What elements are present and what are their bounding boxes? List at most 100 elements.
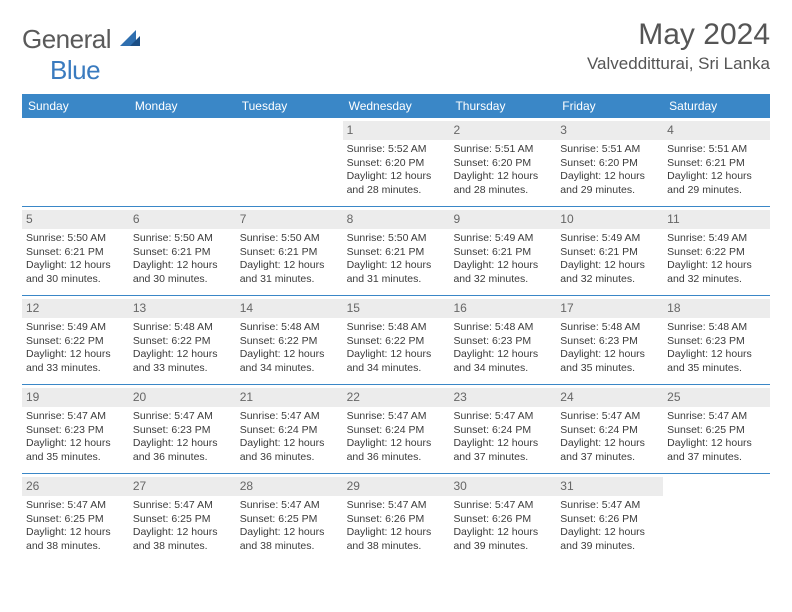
day-number: 13 [133,301,146,315]
sunset-text: Sunset: 6:21 PM [133,246,232,259]
brand-part1: General [22,24,111,54]
day-number: 16 [453,301,466,315]
calendar-day [663,474,770,562]
day-number: 30 [453,479,466,493]
calendar-day: 14Sunrise: 5:48 AMSunset: 6:22 PMDayligh… [236,296,343,384]
day-number-bar: 4 [663,121,770,140]
calendar-day: 15Sunrise: 5:48 AMSunset: 6:22 PMDayligh… [343,296,450,384]
weekday-header: Friday [556,94,663,118]
sunrise-text: Sunrise: 5:47 AM [560,499,659,512]
day-number: 29 [347,479,360,493]
sunset-text: Sunset: 6:26 PM [453,513,552,526]
daylight-text: Daylight: 12 hours and 39 minutes. [560,526,659,553]
day-number: 18 [667,301,680,315]
daylight-text: Daylight: 12 hours and 36 minutes. [133,437,232,464]
calendar-day: 23 Sunrise: 5:47 AMSunset: 6:24 PMDayligh… [449,385,556,473]
daylight-text: Daylight: 12 hours and 30 minutes. [26,259,125,286]
day-number-bar: 13 [129,299,236,318]
calendar-day: 7Sunrise: 5:50 AMSunset: 6:21 PMDaylight… [236,207,343,295]
sunrise-text: Sunrise: 5:50 AM [347,232,446,245]
day-number: 20 [133,390,146,404]
sunset-text: Sunset: 6:21 PM [453,246,552,259]
sunset-text: Sunset: 6:25 PM [667,424,766,437]
daylight-text: Daylight: 12 hours and 30 minutes. [133,259,232,286]
daylight-text: Daylight: 12 hours and 32 minutes. [453,259,552,286]
day-number-bar: 5 [22,210,129,229]
sunset-text: Sunset: 6:20 PM [453,157,552,170]
day-number-bar: 29 [343,477,450,496]
day-number: 24 [560,390,573,404]
sunset-text: Sunset: 6:23 PM [26,424,125,437]
daylight-text: Daylight: 12 hours and 29 minutes. [560,170,659,197]
day-number-bar: 16 [449,299,556,318]
sunset-text: Sunset: 6:25 PM [133,513,232,526]
sunrise-text: Sunrise: 5:50 AM [133,232,232,245]
calendar-week: 19Sunrise: 5:47 AMSunset: 6:23 PMDayligh… [22,385,770,474]
calendar-day: 27Sunrise: 5:47 AMSunset: 6:25 PMDayligh… [129,474,236,562]
day-number-bar: 21 [236,388,343,407]
day-number-bar: 9 [449,210,556,229]
sail-icon [120,24,142,55]
day-number-bar: 15 [343,299,450,318]
daylight-text: Daylight: 12 hours and 28 minutes. [347,170,446,197]
day-number: 3 [560,123,567,137]
sunset-text: Sunset: 6:22 PM [667,246,766,259]
day-number-bar: 8 [343,210,450,229]
month-title: May 2024 [587,18,770,52]
calendar-day: 4Sunrise: 5:51 AMSunset: 6:21 PMDaylight… [663,118,770,206]
calendar-day: 30 Sunrise: 5:47 AMSunset: 6:26 PMDayligh… [449,474,556,562]
calendar-day: 10Sunrise: 5:49 AMSunset: 6:21 PMDayligh… [556,207,663,295]
sunset-text: Sunset: 6:22 PM [133,335,232,348]
sunset-text: Sunset: 6:23 PM [560,335,659,348]
sunrise-text: Sunrise: 5:49 AM [26,321,125,334]
day-number: 19 [26,390,39,404]
sunset-text: Sunset: 6:21 PM [240,246,339,259]
sunrise-text: Sunrise: 5:47 AM [667,410,766,423]
calendar-day: 25Sunrise: 5:47 AMSunset: 6:25 PMDayligh… [663,385,770,473]
sunrise-text: Sunrise: 5:47 AM [453,499,552,512]
sunrise-text: Sunrise: 5:49 AM [667,232,766,245]
sunset-text: Sunset: 6:24 PM [453,424,552,437]
sunrise-text: Sunrise: 5:51 AM [560,143,659,156]
daylight-text: Daylight: 12 hours and 37 minutes. [453,437,552,464]
sunrise-text: Sunrise: 5:47 AM [133,410,232,423]
day-number: 9 [453,212,460,226]
title-block: May 2024 Valvedditturai, Sri Lanka [587,18,770,74]
calendar-day: 29Sunrise: 5:47 AMSunset: 6:26 PMDayligh… [343,474,450,562]
daylight-text: Daylight: 12 hours and 35 minutes. [26,437,125,464]
day-number: 14 [240,301,253,315]
sunrise-text: Sunrise: 5:49 AM [560,232,659,245]
brand-text: General Blue [22,24,142,86]
sunset-text: Sunset: 6:24 PM [347,424,446,437]
daylight-text: Daylight: 12 hours and 38 minutes. [347,526,446,553]
daylight-text: Daylight: 12 hours and 36 minutes. [347,437,446,464]
sunrise-text: Sunrise: 5:47 AM [26,410,125,423]
sunrise-text: Sunrise: 5:49 AM [453,232,552,245]
day-number: 23 [453,390,466,404]
day-number: 12 [26,301,39,315]
sunrise-text: Sunrise: 5:50 AM [240,232,339,245]
day-number: 15 [347,301,360,315]
calendar-day: 11Sunrise: 5:49 AMSunset: 6:22 PMDayligh… [663,207,770,295]
calendar-page: General Blue May 2024 Valvedditturai, Sr… [0,0,792,572]
day-number-bar: 14 [236,299,343,318]
location-label: Valvedditturai, Sri Lanka [587,54,770,74]
sunrise-text: Sunrise: 5:47 AM [453,410,552,423]
sunrise-text: Sunrise: 5:47 AM [240,499,339,512]
day-number: 8 [347,212,354,226]
daylight-text: Daylight: 12 hours and 33 minutes. [133,348,232,375]
calendar-day: 3Sunrise: 5:51 AMSunset: 6:20 PMDaylight… [556,118,663,206]
day-number-bar: 2 [449,121,556,140]
sunrise-text: Sunrise: 5:48 AM [560,321,659,334]
day-number: 17 [560,301,573,315]
calendar-day: 13Sunrise: 5:48 AMSunset: 6:22 PMDayligh… [129,296,236,384]
day-number: 27 [133,479,146,493]
sunrise-text: Sunrise: 5:50 AM [26,232,125,245]
weekday-header: Saturday [663,94,770,118]
sunrise-text: Sunrise: 5:47 AM [26,499,125,512]
calendar-day: 17Sunrise: 5:48 AMSunset: 6:23 PMDayligh… [556,296,663,384]
day-number: 21 [240,390,253,404]
day-number-bar: 23 [449,388,556,407]
daylight-text: Daylight: 12 hours and 39 minutes. [453,526,552,553]
day-number-bar: 22 [343,388,450,407]
